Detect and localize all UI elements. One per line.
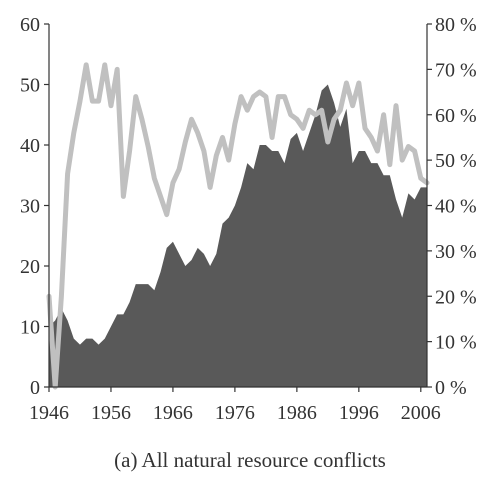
y-right-tick-label: 60 % [435, 105, 477, 127]
x-tick-label: 1986 [277, 402, 317, 424]
x-tick-label: 1956 [91, 402, 131, 424]
y-left-tick-label: 10 [20, 317, 40, 339]
y-right-tick-label: 10 % [435, 332, 477, 354]
figure-caption: (a) All natural resource conflicts [114, 448, 386, 472]
x-tick-label: 1996 [339, 402, 379, 424]
y-right-tick-label: 30 % [435, 241, 477, 263]
x-tick-label: 2006 [401, 402, 441, 424]
y-right-tick-label: 50 % [435, 150, 477, 172]
y-right-tick-label: 0 % [435, 377, 467, 399]
y-right-tick-label: 20 % [435, 286, 477, 308]
y-right-tick-label: 70 % [435, 59, 477, 81]
y-left-tick-label: 40 [20, 135, 40, 157]
x-tick-label: 1976 [215, 402, 255, 424]
x-tick-label: 1946 [29, 402, 69, 424]
y-left-tick-label: 30 [20, 196, 40, 218]
plot-layer [46, 62, 430, 390]
y-left-tick-label: 50 [20, 75, 40, 97]
line-series-percentage [46, 62, 430, 390]
chart: 0 10 20 30 40 50 60 0 % 10 % 20 % 30 % 40 % 50 % 60 %… [20, 14, 477, 424]
y-left-tick-label: 20 [20, 256, 40, 278]
y-left-tick-label: 0 [30, 377, 40, 399]
y-right-tick-label: 40 % [435, 196, 477, 218]
axis-layer: 0 10 20 30 40 50 60 0 % 10 % 20 % 30 % 40 % 50 % 60 %… [20, 14, 477, 424]
y-left-tick-label: 60 [20, 14, 40, 36]
y-right-tick-label: 80 % [435, 14, 477, 36]
x-tick-label: 1966 [153, 402, 193, 424]
area-series-conflicts [49, 84, 427, 387]
